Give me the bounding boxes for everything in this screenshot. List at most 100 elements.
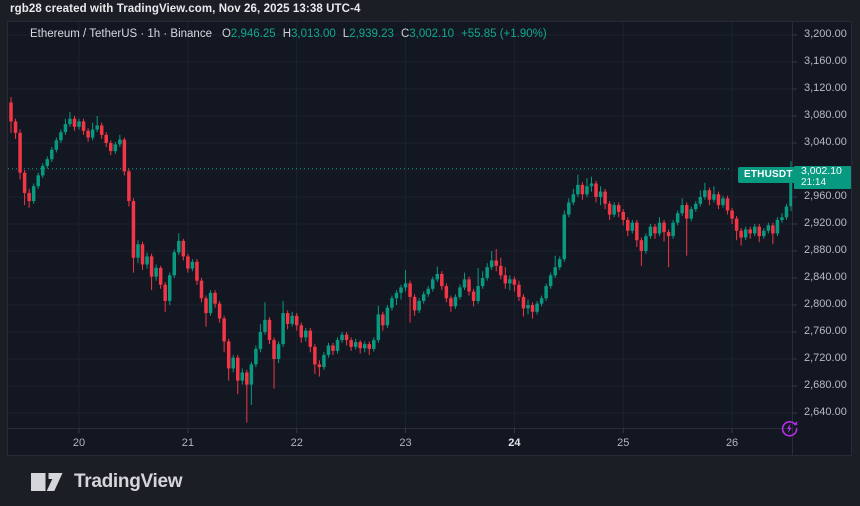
candle-body (508, 279, 512, 284)
candle-body (567, 202, 571, 215)
candle-body (385, 307, 390, 326)
candle-body (789, 168, 793, 207)
candle-body (680, 205, 684, 214)
time-axis-label: 20 (72, 437, 86, 449)
candlestick-plot[interactable] (8, 22, 851, 455)
candle-body (127, 171, 131, 202)
candle-body (485, 267, 489, 278)
candle-body (236, 357, 240, 381)
candle-body (308, 330, 313, 347)
candle-body (684, 205, 689, 219)
price-axis[interactable]: 3,002.10 21:14 3,200.00 3,160.00 3,120.00 3… (793, 22, 852, 428)
ohlc-open: O2,946.25 (221, 28, 276, 40)
candle-body (344, 334, 349, 341)
candle-body (59, 132, 63, 141)
candle-body (739, 230, 743, 238)
candle-body (86, 130, 90, 138)
candle-body (118, 139, 122, 145)
footer-branding: TradingView (30, 468, 183, 496)
candle-body (467, 279, 471, 292)
tradingview-logo-icon[interactable] (30, 471, 64, 493)
candle-body (331, 345, 335, 351)
candle-body (616, 205, 621, 212)
candle-body (90, 129, 95, 138)
candle-body (140, 244, 145, 265)
candle-body (730, 210, 734, 219)
candle-body (621, 211, 625, 220)
candle-body (775, 219, 780, 234)
candle-body (594, 183, 598, 197)
candle-body (635, 222, 639, 241)
price-axis-label: 2,720.00 (804, 352, 847, 364)
price-axis-label: 3,120.00 (804, 82, 847, 94)
candle-body (603, 191, 607, 204)
candle-body (666, 232, 671, 237)
candle-body (122, 139, 127, 172)
candle-body (580, 184, 585, 195)
candle-body (81, 121, 86, 131)
candle-body (589, 183, 594, 187)
candle-body (276, 344, 281, 359)
candle-body (22, 172, 27, 193)
candle-body (399, 287, 403, 293)
time-axis-label: 23 (399, 437, 412, 449)
candle-body (31, 186, 36, 202)
candle-body (208, 292, 213, 314)
candle-body (376, 314, 381, 341)
change-value: +55.85 (+1.90%) (461, 28, 547, 40)
last-price-symbol-label: ETHUSDT (738, 166, 799, 183)
chart-pane[interactable]: Ethereum / TetherUS · 1h · Binance O2,946… (7, 21, 852, 456)
candle-body (258, 332, 263, 349)
candle-body (372, 340, 376, 349)
candle-body (607, 203, 612, 215)
price-axis-label: 2,800.00 (804, 298, 847, 310)
time-axis[interactable]: 20 21 22 23 24 25 26 (8, 429, 793, 456)
candle-body (131, 201, 136, 258)
candle-body (304, 330, 308, 338)
candle-body (186, 256, 190, 269)
candle-body (653, 226, 657, 234)
candle-body (644, 236, 648, 251)
candle-body (27, 192, 31, 202)
candle-body (408, 283, 412, 297)
candle-body (494, 260, 498, 266)
candle-body (204, 298, 208, 314)
candle-body (780, 217, 784, 220)
candle-body (45, 159, 50, 166)
symbol-title[interactable]: Ethereum / TetherUS · 1h · Binance (30, 28, 212, 40)
candle-body (725, 198, 730, 211)
candle-body (136, 244, 140, 258)
candle-body (712, 194, 716, 200)
candle-body (294, 315, 299, 326)
candle-body (476, 286, 480, 301)
candle-body (358, 342, 362, 349)
candle-body (417, 300, 421, 311)
candle-body (190, 261, 195, 269)
candle-body (267, 319, 272, 341)
time-axis-label: 24 (508, 437, 521, 449)
candle-body (54, 140, 59, 150)
scroll-to-latest-button[interactable] (780, 419, 799, 438)
candle-body (435, 273, 440, 280)
candle-body (172, 252, 177, 276)
last-price-value: 3,002.10 (801, 164, 842, 177)
candle-body (104, 134, 108, 143)
candle-body (145, 256, 149, 265)
candle-body (499, 265, 503, 276)
candle-body (462, 279, 467, 288)
candle-body (222, 318, 226, 342)
candle-body (254, 348, 258, 365)
candle-body (381, 314, 385, 326)
candle-body (480, 278, 485, 287)
candle-body (657, 222, 662, 234)
candle-body (743, 229, 748, 238)
candle-body (639, 240, 644, 251)
candle-body (163, 284, 167, 301)
candle-body (290, 315, 294, 324)
tradingview-logo-text[interactable]: TradingView (74, 471, 183, 492)
time-axis-label: 21 (181, 437, 194, 449)
candle-body (77, 121, 81, 127)
candle-body (440, 273, 444, 287)
candle-body (394, 292, 399, 299)
candle-body (362, 344, 367, 349)
